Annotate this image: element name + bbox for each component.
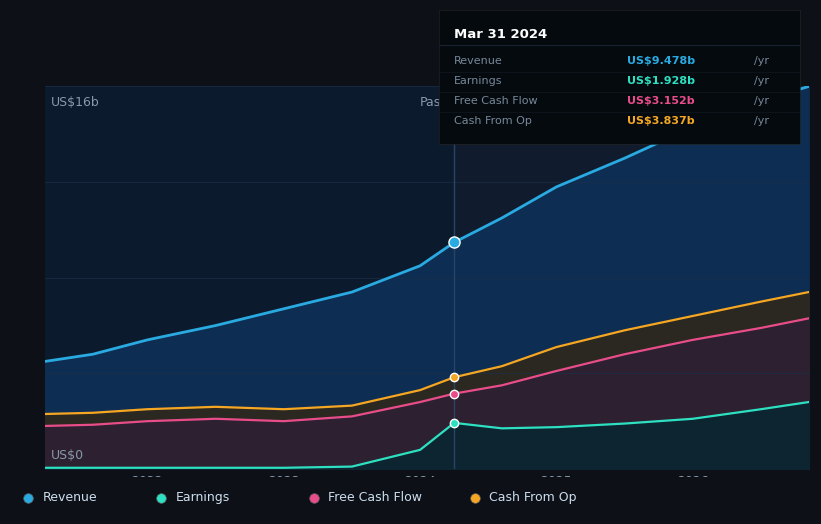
Text: /yr: /yr [754,56,768,66]
Text: /yr: /yr [754,116,768,126]
Text: Analysts Forecasts: Analysts Forecasts [462,96,579,109]
Text: Free Cash Flow: Free Cash Flow [328,492,423,504]
Text: Cash From Op: Cash From Op [454,116,531,126]
Text: US$3.152b: US$3.152b [627,96,695,106]
Text: Past: Past [420,96,446,109]
Text: US$16b: US$16b [51,96,99,109]
Bar [454,86,809,469]
Text: US$0: US$0 [51,449,84,462]
Text: Free Cash Flow: Free Cash Flow [454,96,537,106]
Text: US$9.478b: US$9.478b [627,56,695,66]
Text: Earnings: Earnings [176,492,230,504]
Text: Revenue: Revenue [454,56,502,66]
Text: US$1.928b: US$1.928b [627,77,695,86]
Bar [45,86,454,469]
Text: /yr: /yr [754,96,768,106]
Text: Cash From Op: Cash From Op [489,492,577,504]
Text: US$3.837b: US$3.837b [627,116,695,126]
Text: Revenue: Revenue [43,492,98,504]
Text: Mar 31 2024: Mar 31 2024 [454,28,547,41]
Text: Earnings: Earnings [454,77,502,86]
Text: /yr: /yr [754,77,768,86]
